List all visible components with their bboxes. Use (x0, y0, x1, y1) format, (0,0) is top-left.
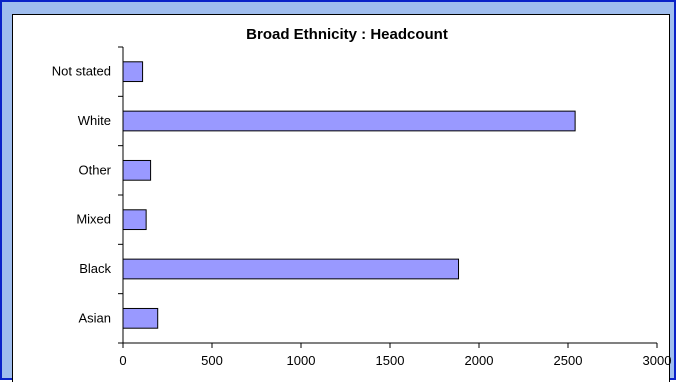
x-tick-label: 3000 (643, 353, 671, 368)
bar-chart: Broad Ethnicity : Headcount Not stated Wh… (52, 26, 671, 368)
x-tick-label: 1500 (376, 353, 405, 368)
bar-other (122, 159, 152, 181)
chart-title: Broad Ethnicity : Headcount (246, 26, 448, 43)
category-label: Mixed (76, 212, 111, 227)
bar-mixed (122, 209, 147, 231)
category-label: Asian (78, 310, 111, 325)
category-label: Not stated (52, 64, 111, 79)
x-tick-label: 1000 (287, 353, 316, 368)
category-label: White (78, 113, 111, 128)
category-label: Other (78, 162, 111, 177)
x-tick-label: 0 (119, 353, 126, 368)
chart-panel: Broad Ethnicity : Headcount Not stated Wh… (12, 14, 671, 382)
bar-black (122, 258, 460, 280)
x-tick-label: 500 (201, 353, 223, 368)
plot-area: Not stated White Other Mixed Black Asian 0 500 1… (52, 46, 671, 368)
x-tick-label: 2000 (465, 353, 494, 368)
bar-asian (122, 307, 159, 329)
bar-white (122, 110, 576, 132)
x-tick-label: 2500 (554, 353, 583, 368)
category-label: Black (79, 261, 111, 276)
bar-not-stated (122, 61, 144, 83)
